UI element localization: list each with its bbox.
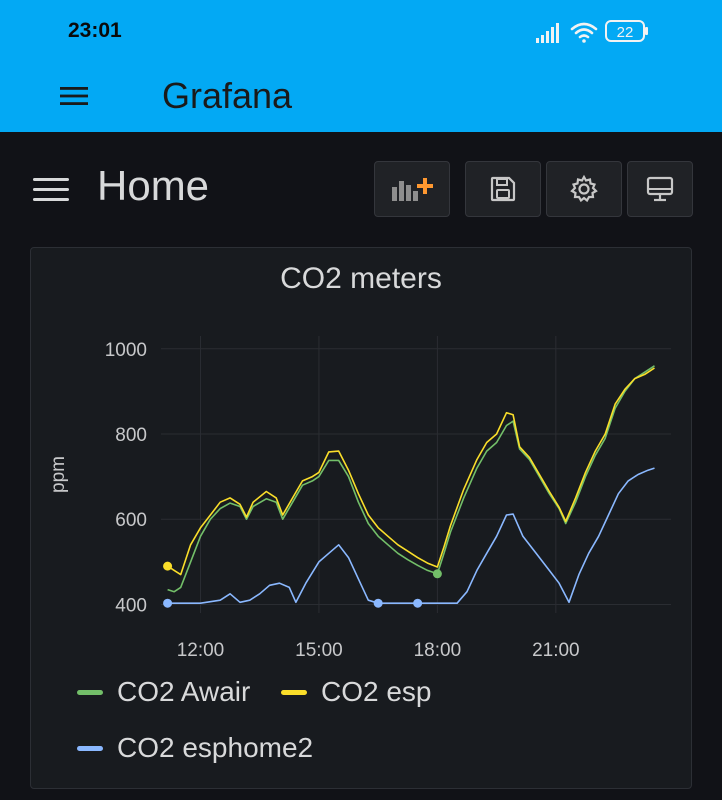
legend-label: CO2 esphome2: [117, 732, 314, 763]
data-point-marker: [373, 598, 383, 608]
x-tick-label: 15:00: [295, 640, 343, 661]
y-tick-label: 400: [115, 595, 147, 616]
add-panel-button[interactable]: [374, 161, 450, 217]
legend-label: CO2 esp: [321, 676, 432, 707]
legend-item-co2-esphome2[interactable]: CO2 esphome2: [77, 732, 313, 764]
series-line-co2-esp: [167, 367, 655, 576]
status-bar: 23:01 22: [0, 0, 722, 64]
series-line-co2-esphome2: [167, 467, 655, 604]
legend-swatch-co2-esp: [281, 689, 307, 695]
dashboard-navbar: Home: [0, 132, 722, 244]
app-bar: Grafana: [0, 64, 722, 132]
dashboard-title[interactable]: Home: [97, 162, 210, 209]
view-mode-button[interactable]: [627, 161, 693, 217]
save-dashboard-button[interactable]: [465, 161, 541, 217]
settings-gear-icon: [570, 174, 598, 203]
dashboard-settings-button[interactable]: [546, 161, 622, 217]
battery-icon: 22: [605, 20, 648, 42]
data-point-marker: [432, 569, 442, 579]
series-line-co2-awair: [167, 365, 655, 593]
co2-line-chart: 400 600 800 1000 12:00 15:00 18:00 21:00 ppm: [48, 336, 671, 661]
legend-swatch-co2-awair: [77, 689, 103, 695]
monitor-icon: [646, 176, 674, 202]
x-tick-label: 12:00: [177, 640, 225, 661]
panel-title[interactable]: CO2 meters: [280, 262, 442, 295]
data-point-marker: [163, 598, 173, 608]
y-tick-label: 600: [115, 510, 147, 531]
signal-icon: [536, 23, 559, 43]
legend-swatch-co2-esphome2: [77, 745, 103, 751]
graph-panel[interactable]: CO2 meters 400 600 800 1000 12:00 15:00 18:00 2…: [30, 247, 692, 789]
save-icon: [490, 176, 516, 202]
svg-text:22: 22: [617, 24, 634, 41]
add-panel-icon: [392, 178, 433, 201]
y-axis-label: ppm: [48, 456, 69, 493]
legend-label: CO2 Awair: [117, 676, 251, 707]
wifi-icon: [570, 22, 598, 43]
legend-item-co2-esp[interactable]: CO2 esp: [281, 676, 432, 708]
status-icons: 22: [534, 18, 684, 46]
status-time: 23:01: [68, 19, 122, 42]
x-tick-label: 21:00: [532, 640, 580, 661]
data-point-marker: [413, 598, 423, 608]
hamburger-menu-icon[interactable]: [60, 84, 88, 108]
app-title: Grafana: [162, 75, 293, 116]
legend-item-co2-awair[interactable]: CO2 Awair: [77, 676, 250, 708]
x-tick-label: 18:00: [414, 640, 462, 661]
sidemenu-toggle-icon[interactable]: [33, 176, 69, 204]
y-tick-label: 1000: [105, 340, 147, 361]
y-tick-label: 800: [115, 425, 147, 446]
data-point-marker: [163, 561, 173, 571]
